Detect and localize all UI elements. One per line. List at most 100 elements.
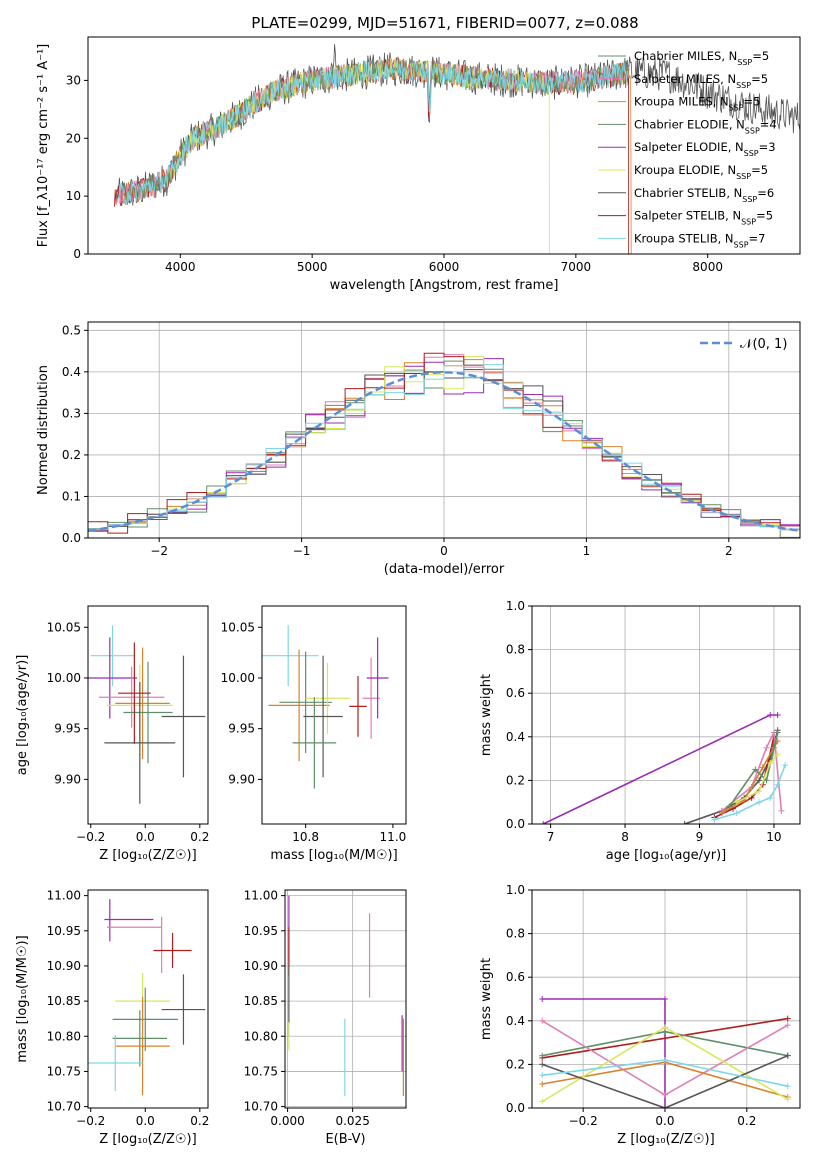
weight-marker: [784, 1052, 791, 1059]
plot-layer: [88, 625, 206, 804]
y-tick-label: 10.70: [47, 1100, 81, 1114]
x-tick-label: 7: [547, 830, 555, 844]
weight-marker: [681, 821, 688, 824]
y-tick-label: 10.00: [221, 671, 255, 685]
normal-curve: [88, 371, 800, 532]
weights-vs-metallicity-panel: −0.2 0.0 0.2 0.0 0.2 0.4 0.6 0.8 1.0 Z [log₁₀(Z/Z…: [479, 883, 801, 1147]
x-tick-label: −2: [150, 544, 168, 558]
y-tick-label: 9.95: [228, 722, 255, 736]
weights-vs-age-panel: 7 8 9 10 0.0 0.2 0.4 0.6 0.8 1.0 age [log₁₀(age/yr…: [479, 599, 801, 863]
x-tick-label: −1: [293, 544, 311, 558]
y-tick-label: 0.4: [506, 1014, 525, 1028]
y-tick-label: 10.95: [244, 924, 278, 938]
y-axis-label: Normed distribution: [36, 365, 51, 495]
weight-marker: [784, 1096, 791, 1103]
weight-marker: [661, 1024, 668, 1031]
axes-frame: 7 8 9 10 0.0 0.2 0.4 0.6 0.8 1.0 age [log₁₀(age/yr…: [479, 599, 801, 863]
x-tick-label: 0.025: [335, 1114, 369, 1128]
weight-marker: [763, 777, 770, 784]
x-tick-label: 7000: [561, 260, 592, 274]
x-tick-label: 6000: [429, 260, 460, 274]
x-axis-label: Z [log₁₀(Z/Z☉)]: [99, 1132, 196, 1147]
y-axis-label: Flux [f_λ10⁻¹⁷ erg cm⁻² s⁻¹ A⁻¹]: [36, 44, 51, 248]
legend-label: Kroupa STELIB, NSSP=7: [634, 231, 765, 249]
legend-label: Salpeter MILES, NSSP=5: [634, 72, 768, 90]
mass-vs-metallicity-panel: −0.2 0.0 0.2 10.70 10.75 10.80 10.85 10.90 10.95…: [15, 889, 209, 1147]
axes-frame: −0.2 0.0 0.2 10.70 10.75 10.80 10.85 10.90 10.95…: [15, 889, 209, 1147]
age-vs-mass-panel: 10.8 11.0 9.90 9.95 10.00 10.05 mass [log₁₀(M/…: [221, 605, 407, 863]
y-tick-label: 10.95: [47, 924, 81, 938]
weight-marker: [752, 766, 759, 773]
weight-marker: [661, 1105, 668, 1108]
y-tick-label: 1.0: [506, 883, 525, 897]
y-tick-label: 0.0: [62, 531, 81, 545]
weight-marker: [759, 764, 766, 771]
weight-marker: [767, 712, 774, 718]
x-tick-label: 11.0: [380, 830, 407, 844]
residuals-panel: −2 −1 0 1 2 0.0 0.1 0.2 0.3 0.4 0.5 (data-model)/er…: [36, 321, 801, 577]
mass-vs-extinction-panel: 0.000 0.025 10.70 10.75 10.80 10.85 10.90 10.95…: [244, 889, 407, 1147]
weight-marker: [774, 712, 781, 718]
y-tick-label: 20: [66, 131, 81, 145]
x-axis-label: mass [log₁₀(M/M☉)]: [270, 848, 397, 863]
x-tick-label: 0.2: [190, 1114, 209, 1128]
weight-marker: [539, 1052, 546, 1059]
y-tick-label: 10.90: [47, 959, 81, 973]
spectrum-series-line: [166, 57, 550, 254]
y-tick-label: 10.85: [244, 994, 278, 1008]
y-tick-label: 10.90: [244, 959, 278, 973]
plot-layer: [288, 895, 404, 1097]
plot-layer: [88, 352, 800, 538]
y-tick-label: 11.00: [244, 889, 278, 903]
weight-marker: [774, 781, 781, 788]
x-axis-label: age [log₁₀(age/yr)]: [606, 848, 727, 863]
axes-border: [261, 605, 407, 825]
spectrum-legend: Chabrier MILES, NSSP=5 Salpeter MILES, NS…: [598, 49, 777, 249]
x-axis-label: wavelength [Angstrom, rest frame]: [330, 278, 559, 293]
weight-series-line: [541, 1054, 789, 1108]
y-tick-label: 9.90: [54, 772, 81, 786]
x-tick-label: 9: [696, 830, 704, 844]
y-axis-label: mass weight: [479, 958, 494, 1040]
y-tick-label: 10.05: [47, 620, 81, 634]
legend-label: Chabrier STELIB, NSSP=6: [634, 186, 774, 204]
y-tick-label: 9.95: [54, 722, 81, 736]
y-tick-label: 0.0: [506, 817, 525, 831]
plot-layer: [262, 625, 389, 789]
weight-marker: [784, 1083, 791, 1090]
y-tick-label: 0.1: [62, 489, 81, 503]
plot-layer: [88, 899, 206, 1096]
y-tick-label: 0.8: [506, 643, 525, 657]
y-tick-label: 30: [66, 73, 81, 87]
weight-marker: [726, 803, 733, 810]
x-tick-label: −0.2: [76, 1114, 105, 1128]
y-tick-label: 9.90: [228, 772, 255, 786]
axes-frame: −0.2 0.0 0.2 0.0 0.2 0.4 0.6 0.8 1.0 Z [log₁₀(Z/Z…: [479, 883, 801, 1147]
y-axis-label: mass weight: [479, 674, 494, 756]
x-axis-label: Z [log₁₀(Z/Z☉)]: [99, 848, 196, 863]
weight-marker: [774, 751, 781, 758]
weight-marker: [661, 1091, 668, 1098]
y-axis-label: mass [log₁₀(M/M☉)]: [15, 935, 30, 1062]
axes-border: [87, 889, 209, 1109]
axes-border: [531, 889, 801, 1109]
weight-marker: [661, 996, 668, 1002]
axes-frame: 0.000 0.025 10.70 10.75 10.80 10.85 10.90 10.95…: [244, 889, 407, 1147]
x-tick-label: 8000: [692, 260, 723, 274]
x-tick-label: 0.0: [655, 1114, 674, 1128]
plot-layer: [114, 44, 800, 254]
y-tick-label: 10.85: [47, 994, 81, 1008]
x-tick-label: 8: [621, 830, 629, 844]
axes-border: [284, 889, 407, 1109]
y-tick-label: 0.4: [506, 730, 525, 744]
weight-marker: [784, 1022, 791, 1029]
x-axis-label: Z [log₁₀(Z/Z☉)]: [617, 1132, 714, 1147]
legend-label: Kroupa MILES, NSSP=5: [634, 95, 760, 113]
x-tick-label: −0.2: [76, 830, 105, 844]
figure-title: PLATE=0299, MJD=51671, FIBERID=0077, z=0…: [251, 14, 638, 32]
legend-label: Chabrier ELODIE, NSSP=4: [634, 117, 777, 135]
y-tick-label: 0.2: [62, 448, 81, 462]
y-tick-label: 10.05: [221, 620, 255, 634]
age-vs-metallicity-panel: −0.2 0.0 0.2 9.90 9.95 10.00 10.05 Z [log₁₀(Z/Z…: [15, 605, 209, 863]
x-axis-label: E(B-V): [325, 1132, 365, 1147]
